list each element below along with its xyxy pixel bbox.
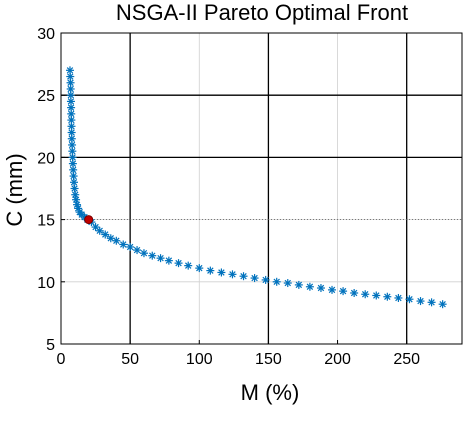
pareto-point [328, 285, 337, 294]
reference-lines [61, 33, 462, 344]
selected-point [84, 215, 94, 225]
pareto-point [112, 236, 121, 245]
chart-title: NSGA-II Pareto Optimal Front [116, 0, 408, 25]
pareto-point [361, 290, 370, 299]
pareto-point [184, 261, 193, 270]
pareto-point [101, 230, 110, 239]
pareto-point [133, 246, 142, 255]
pareto-point [119, 240, 128, 249]
pareto-point [316, 284, 325, 293]
pareto-point [95, 226, 104, 235]
pareto-point [294, 280, 303, 289]
x-tick-label: 250 [393, 351, 420, 368]
y-tick-label: 30 [37, 26, 55, 43]
pareto-point [383, 292, 392, 301]
pareto-point [339, 287, 348, 296]
pareto-point [272, 277, 281, 286]
x-tick-label: 150 [255, 351, 282, 368]
plot-frame [60, 32, 463, 345]
pareto-point [139, 249, 148, 258]
y-tick-label: 25 [37, 88, 55, 105]
y-tick-label: 10 [37, 275, 55, 292]
pareto-point [228, 270, 237, 279]
data-points [65, 66, 447, 309]
axis-ticks: 0 50 100 150 200 250 5 10 15 20 25 30 [37, 26, 420, 368]
pareto-point [405, 295, 414, 304]
x-tick-label: 200 [324, 351, 351, 368]
pareto-point [283, 279, 292, 288]
pareto-point [68, 140, 77, 149]
pareto-point [164, 256, 173, 265]
pareto-point [250, 274, 259, 283]
x-tick-label: 0 [57, 351, 66, 368]
pareto-point [239, 272, 248, 281]
y-tick-label: 20 [37, 150, 55, 167]
pareto-point [261, 275, 270, 284]
x-axis-label: M (%) [241, 380, 300, 405]
pareto-point [67, 122, 76, 131]
pareto-point [174, 259, 183, 268]
y-axis-label: C (mm) [2, 153, 27, 226]
pareto-point [148, 251, 157, 260]
pareto-point [65, 66, 74, 75]
pareto-point [350, 288, 359, 297]
x-tick-label: 50 [121, 351, 139, 368]
pareto-point [416, 297, 425, 306]
pareto-point [305, 282, 314, 291]
pareto-point [206, 266, 215, 275]
pareto-point [66, 84, 75, 93]
x-tick-label: 100 [186, 351, 213, 368]
pareto-point [372, 291, 381, 300]
pareto-point [427, 298, 436, 307]
grid-layer [60, 32, 462, 345]
pareto-point [126, 242, 135, 251]
pareto-point [71, 190, 80, 199]
pareto-point [394, 293, 403, 302]
y-tick-label: 5 [46, 337, 55, 354]
y-tick-label: 15 [37, 213, 55, 230]
pareto-point [217, 268, 226, 277]
pareto-point [70, 184, 79, 193]
pareto-point [72, 195, 81, 204]
pareto-point [67, 109, 76, 118]
pareto-point [156, 254, 165, 263]
pareto-point [438, 300, 447, 309]
pareto-point [66, 91, 75, 100]
pareto-point [195, 264, 204, 273]
